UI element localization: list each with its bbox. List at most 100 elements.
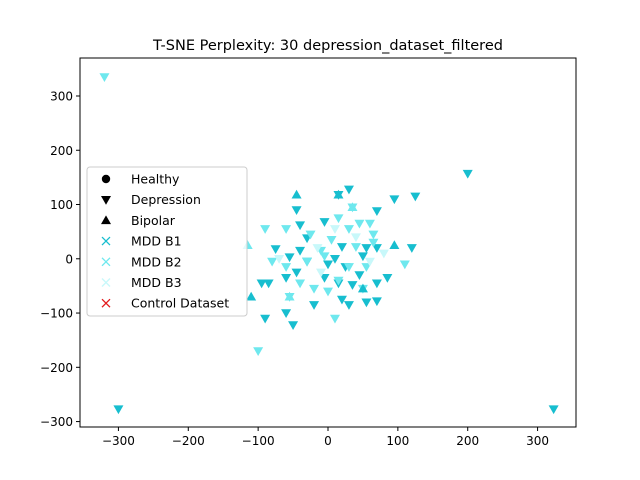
data-point — [343, 263, 354, 272]
data-point — [295, 246, 306, 256]
chart-title: T-SNE Perplexity: 30 depression_dataset_… — [152, 38, 503, 54]
y-axis: −300 −200 −100 0 100 200 300 — [40, 89, 80, 429]
data-point — [333, 189, 344, 199]
y-tick-label: 200 — [50, 144, 73, 158]
data-point — [323, 260, 333, 270]
data-point — [260, 314, 271, 324]
data-point — [246, 291, 257, 301]
data-point — [371, 207, 382, 217]
data-point — [267, 257, 278, 267]
data-point — [343, 301, 354, 310]
data-point — [371, 297, 382, 307]
data-point — [361, 263, 372, 272]
legend-label: Depression — [131, 192, 201, 207]
data-point — [343, 225, 354, 234]
data-point — [354, 219, 365, 229]
data-point — [99, 73, 110, 82]
x-tick-label: 0 — [324, 434, 332, 448]
data-point — [305, 230, 316, 240]
legend-label: MDD B3 — [131, 275, 182, 290]
data-point — [270, 245, 281, 255]
data-point — [462, 169, 473, 179]
data-point — [309, 301, 320, 310]
data-point — [333, 276, 344, 286]
data-point — [382, 274, 393, 283]
y-tick-label: 300 — [50, 89, 73, 103]
data-point — [389, 195, 400, 205]
data-point — [309, 284, 320, 294]
data-point — [378, 249, 389, 259]
data-point — [281, 225, 292, 234]
data-point — [347, 202, 358, 211]
y-tick-label: −300 — [40, 415, 73, 429]
data-point — [548, 405, 559, 415]
data-point — [361, 244, 372, 253]
data-point — [284, 291, 295, 301]
data-point — [350, 233, 361, 243]
data-point — [281, 274, 292, 283]
data-point — [350, 243, 361, 252]
data-point — [319, 252, 330, 262]
legend-marker — [101, 257, 111, 267]
data-point — [336, 295, 347, 305]
data-point — [399, 260, 410, 270]
data-point — [291, 189, 302, 199]
data-point — [291, 206, 302, 215]
x-axis: −300 −200 −100 0 100 200 300 — [102, 427, 549, 448]
data-point — [326, 236, 337, 245]
legend-marker — [101, 195, 111, 205]
legend-label: MDD B1 — [131, 234, 182, 249]
data-point — [347, 281, 358, 290]
data-point — [329, 225, 340, 234]
data-point — [253, 347, 264, 357]
data-point — [354, 271, 365, 281]
data-point — [357, 252, 368, 262]
data-point — [302, 257, 313, 267]
data-point — [312, 244, 323, 253]
legend-marker — [101, 278, 111, 287]
data-point — [284, 253, 295, 263]
legend-label: Control Dataset — [131, 296, 229, 311]
data-point — [295, 279, 306, 289]
data-point — [371, 244, 382, 253]
legend: Healthy Depression Bipolar MDD B1 MDD B2 MDD … — [86, 166, 248, 317]
x-tick-label: 200 — [456, 434, 479, 448]
x-tick-label: −200 — [172, 434, 205, 448]
data-point — [364, 257, 375, 267]
legend-label: Bipolar — [131, 213, 176, 228]
data-point — [295, 221, 306, 231]
data-point — [406, 244, 417, 253]
legend-marker — [101, 174, 111, 184]
data-point — [323, 287, 333, 297]
legend-box — [86, 166, 248, 317]
data-point — [281, 309, 292, 319]
x-tick-label: 100 — [386, 434, 409, 448]
data-point — [389, 240, 400, 249]
y-tick-label: −200 — [40, 361, 73, 375]
x-tick-label: −300 — [102, 434, 135, 448]
data-point — [281, 263, 292, 272]
data-point — [316, 268, 327, 278]
data-point — [329, 255, 340, 264]
legend-marker — [101, 236, 111, 246]
data-point — [274, 255, 285, 264]
y-tick-label: 0 — [65, 252, 73, 266]
data-point — [343, 185, 354, 195]
y-tick-label: −100 — [40, 307, 73, 321]
data-point — [333, 214, 344, 224]
data-point — [256, 279, 267, 289]
data-point — [329, 314, 340, 324]
data-point — [291, 268, 302, 278]
legend-marker — [101, 215, 111, 225]
data-point — [288, 321, 299, 330]
data-point — [368, 238, 379, 248]
legend-marker — [101, 298, 111, 308]
data-point — [357, 283, 368, 293]
data-point — [368, 230, 379, 240]
data-point — [364, 219, 375, 229]
data-point — [263, 279, 274, 289]
y-tick-label: 100 — [50, 198, 73, 212]
data-point — [260, 225, 271, 234]
data-point — [113, 405, 124, 415]
